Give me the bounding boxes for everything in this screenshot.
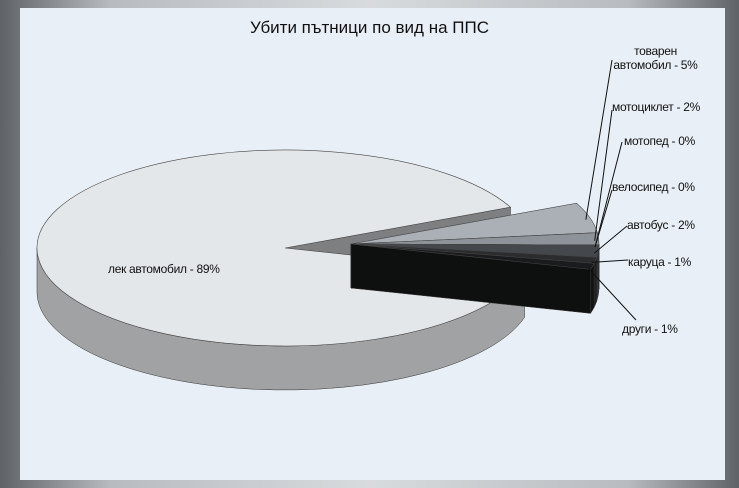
leader-line [585,59,613,220]
slice-label: велосипед - 0% [612,180,695,194]
pie-slice [36,149,526,347]
slice-label: товарен автомобил - 5% [613,44,698,72]
slice-label: автобус - 2% [627,218,695,232]
slice-label: мотопед - 0% [624,134,696,148]
leader-line [594,141,623,248]
pie-slice [350,243,595,270]
leader-line [594,189,613,248]
chart-title: Убити пътници по вид на ППС [250,18,489,37]
slice-label: лек автомобил - 89% [108,262,220,276]
slice-label: мотоциклет - 2% [612,100,700,114]
slice-side [593,257,597,308]
leader-line [594,109,613,241]
leader-line [591,259,629,263]
leader-line [594,225,628,254]
slice-label: каруца - 1% [628,255,691,269]
slice-label: други - 1% [622,322,678,336]
leader-line [588,268,637,321]
